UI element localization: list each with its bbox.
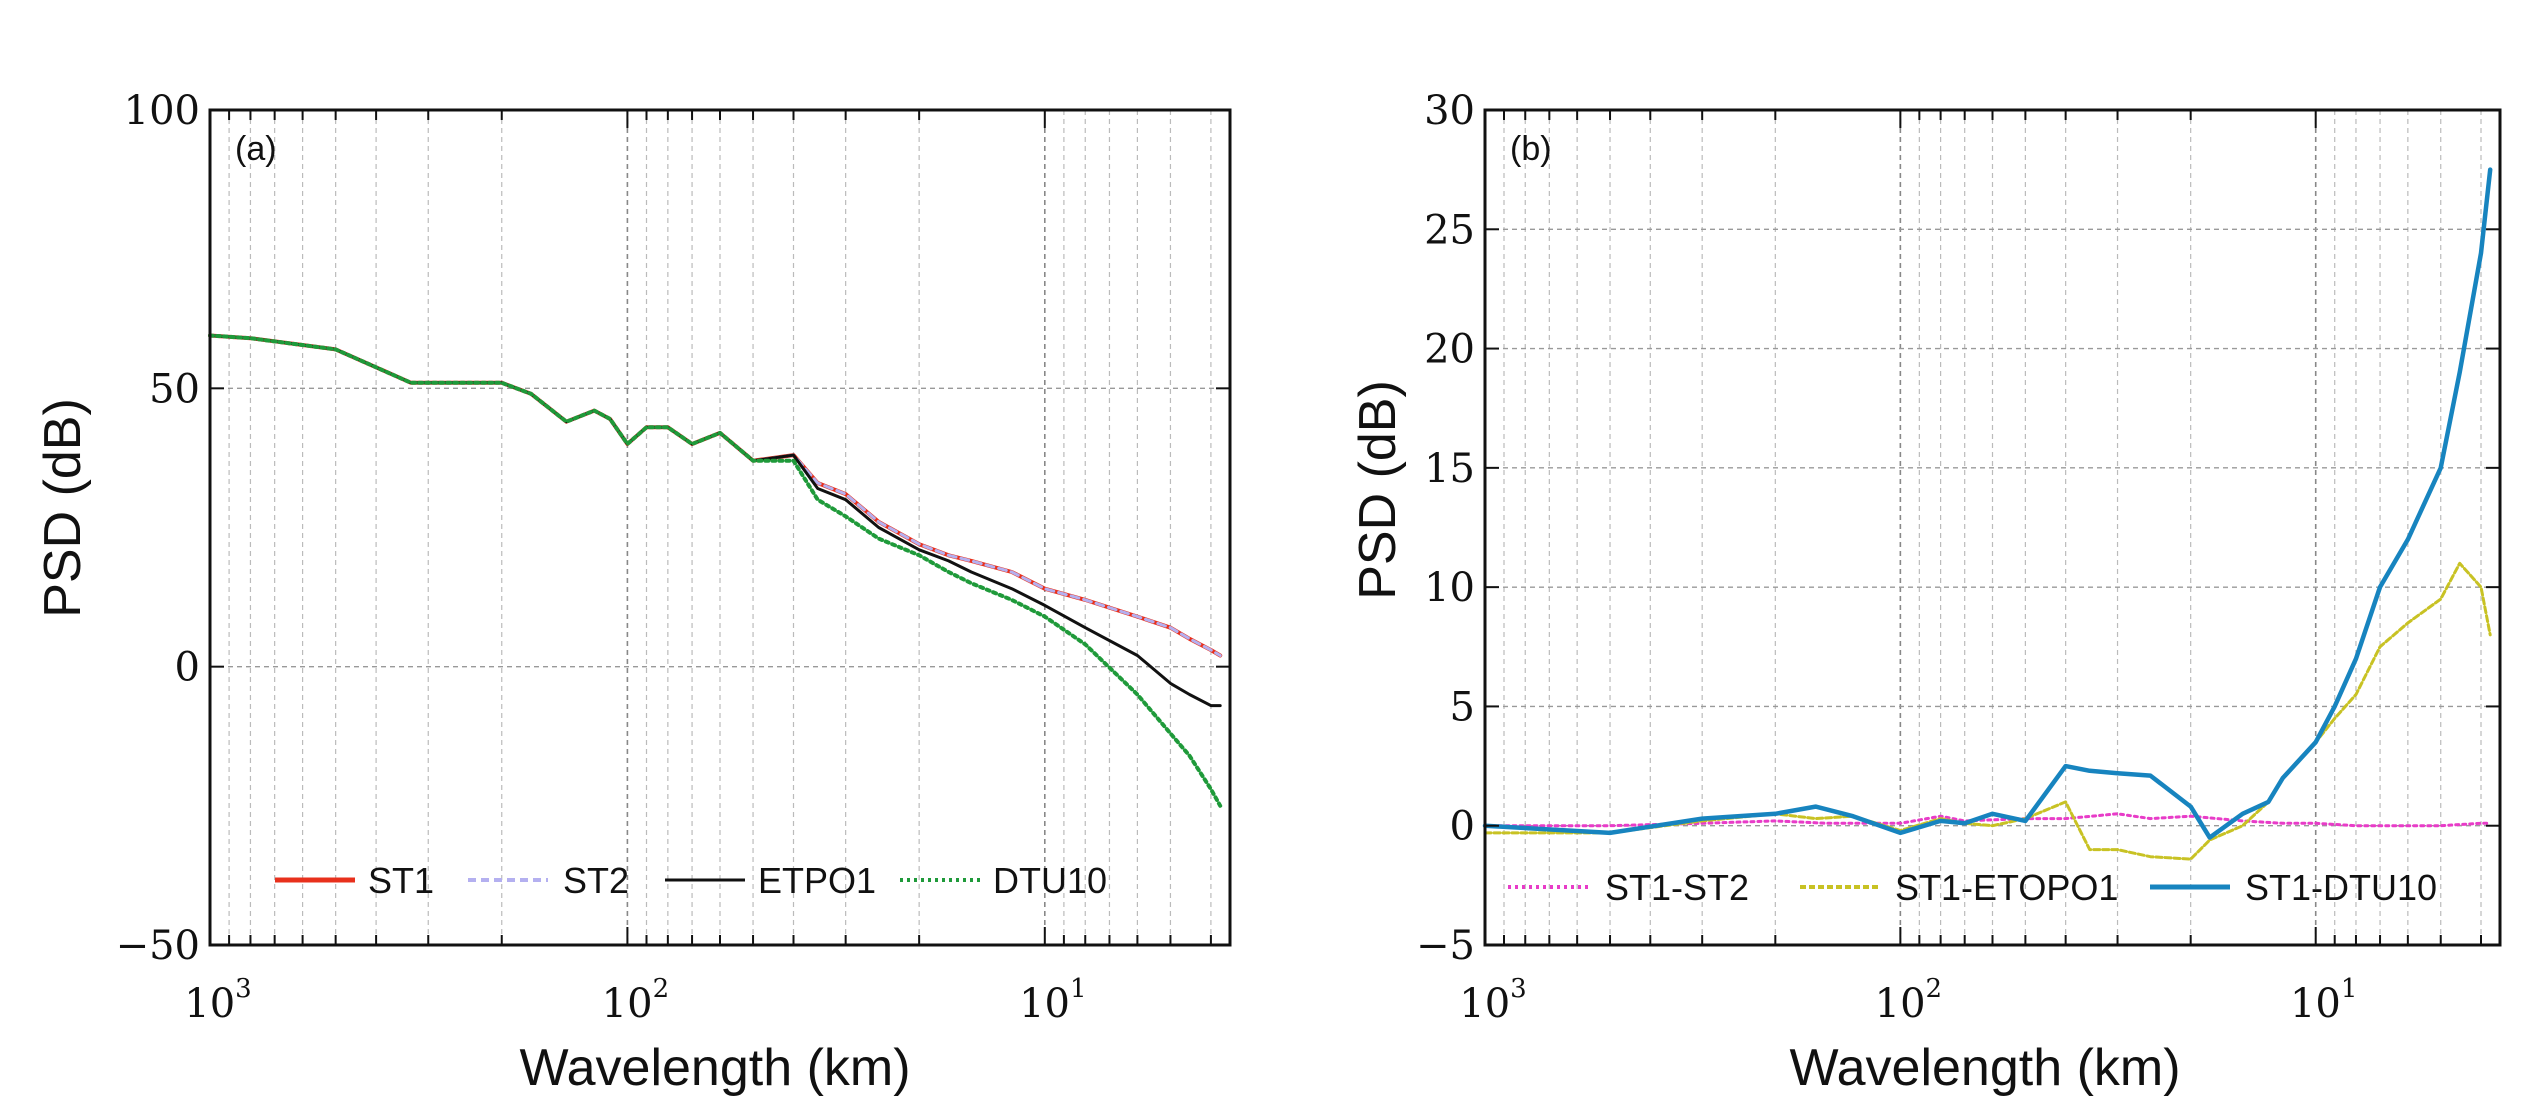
- series-line-st1: [208, 333, 1223, 658]
- y-tick-label: 0: [1450, 804, 1475, 850]
- y-tick-label: 15: [1424, 446, 1475, 492]
- series-line-etpo1: [208, 334, 1222, 708]
- y-tick-label: 30: [1424, 88, 1475, 134]
- panel-label-b: (b): [1510, 130, 1552, 168]
- y-axis-label-a: PSD (dB): [34, 398, 92, 618]
- legend-b: ST1-ST2 ST1-ETOPO1 ST1-DTU10: [1508, 867, 2437, 908]
- y-tick-label: 5: [1450, 684, 1475, 730]
- series-line-dtu10: [208, 333, 1223, 808]
- y-tick-label: −50: [116, 923, 200, 969]
- legend-a: ST1 ST2 ETPO1 DTU10: [275, 860, 1107, 901]
- tick-marks-b: [1484, 109, 2500, 946]
- y-tick-label: 50: [149, 366, 200, 412]
- legend-label-etpo1: ETPO1: [758, 860, 876, 901]
- x-tick-label: 102: [1875, 974, 1942, 1027]
- y-axis-label-b: PSD (dB): [1349, 380, 1407, 600]
- tick-marks-a: [209, 109, 1230, 946]
- chart-panel-a: (a) 100 50 0 −50 103 102 101 Wavelength …: [34, 88, 1232, 1097]
- y-tick-label: 25: [1424, 207, 1475, 253]
- series-line-st2: [208, 334, 1222, 657]
- x-axis-label-a: Wavelength (km): [519, 1039, 910, 1097]
- legend-label-st1-dtu10: ST1-DTU10: [2245, 867, 2437, 908]
- series-line-st1-st2: [1483, 812, 2492, 828]
- y-tick-label: 0: [175, 645, 200, 691]
- x-tick-label: 101: [1019, 974, 1086, 1027]
- y-tick-label: −5: [1416, 923, 1475, 969]
- series-line-st1-etopo1: [1483, 561, 2492, 861]
- y-tick-label: 20: [1424, 327, 1475, 373]
- legend-label-dtu10: DTU10: [993, 860, 1107, 901]
- y-tick-label: 10: [1424, 565, 1475, 611]
- legend-label-st2: ST2: [563, 860, 629, 901]
- legend-label-st1-etopo1: ST1-ETOPO1: [1895, 867, 2118, 908]
- chart-panel-b: (b) 30 25 20 15 10 5 0 −5 103 102 101 Wa…: [1349, 88, 2502, 1097]
- legend-label-st1: ST1: [368, 860, 434, 901]
- grid-a: [210, 110, 1230, 945]
- x-axis-label-b: Wavelength (km): [1789, 1039, 2180, 1097]
- series-line-st1-dtu10: [1482, 167, 2493, 840]
- x-tick-label: 103: [1459, 974, 1526, 1027]
- x-tick-label: 102: [602, 974, 669, 1027]
- series-lines-a: [208, 333, 1223, 808]
- legend-label-st1-st2: ST1-ST2: [1605, 867, 1749, 908]
- x-tick-label: 103: [184, 974, 251, 1027]
- series-lines-b: [1482, 167, 2493, 861]
- y-tick-label: 100: [124, 88, 200, 134]
- x-tick-label: 101: [2290, 974, 2357, 1027]
- panel-label-a: (a): [235, 130, 277, 168]
- grid-b: [1485, 110, 2500, 945]
